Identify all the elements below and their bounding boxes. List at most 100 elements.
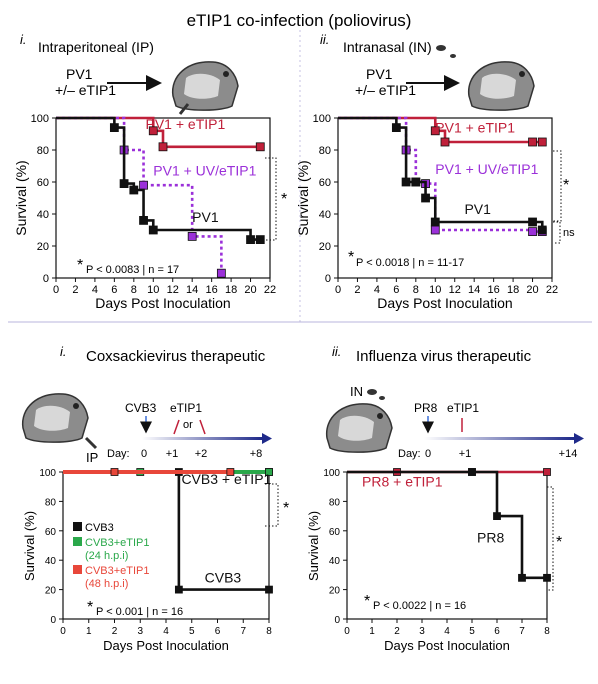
x-tick-label: 20	[244, 284, 256, 296]
x-tick-label: 3	[419, 626, 425, 637]
y-tick-label: 20	[319, 241, 331, 253]
data-point	[440, 137, 450, 147]
x-tick-label: 8	[131, 284, 137, 296]
mouse-icon	[468, 61, 535, 111]
x-tick-label: 0	[53, 284, 59, 296]
legend-swatch	[73, 522, 82, 531]
x-tick-label: 16	[206, 284, 218, 296]
x-tick-label: 7	[240, 626, 246, 637]
day-tick: +8	[250, 448, 263, 460]
series-label: PR8	[477, 530, 504, 546]
y-tick-label: 40	[37, 209, 49, 221]
mouse-icon	[22, 393, 98, 450]
y-tick-label: 100	[313, 113, 331, 125]
significance-star: *	[281, 191, 287, 208]
timeline-arrowhead	[574, 433, 584, 444]
series-label: PV1	[192, 209, 219, 225]
data-point	[543, 573, 551, 582]
y-tick-label: 40	[319, 209, 331, 221]
data-point	[391, 123, 401, 132]
series-label: CVB3 + eTIP1	[181, 471, 271, 487]
stats-text: P < 0.0022 | n = 16	[373, 600, 466, 612]
x-tick-label: 7	[519, 626, 525, 637]
x-tick-label: 8	[266, 626, 272, 637]
series-layer	[338, 116, 547, 237]
x-tick-label: 5	[469, 626, 475, 637]
data-point	[421, 193, 430, 203]
y-axis-label: Survival (%)	[22, 511, 37, 581]
x-tick-label: 14	[186, 284, 198, 296]
significance-star: *	[556, 534, 562, 551]
day-tick: +1	[459, 448, 472, 460]
series-layer	[347, 468, 551, 582]
data-point	[430, 225, 440, 235]
stats-star: *	[77, 257, 83, 274]
series-label: PR8 + eTIP1	[362, 474, 443, 490]
treatment-label: eTIP1	[170, 401, 202, 415]
data-point	[255, 235, 265, 245]
x-tick-label: 18	[507, 284, 519, 296]
data-point	[226, 468, 235, 476]
data-point	[411, 177, 421, 187]
series-label: PV1 + eTIP1	[435, 119, 515, 135]
series-line-pv1-uv-etip1	[56, 116, 223, 274]
panel-p2-header: ii. Intranasal (IN) PV1 +/– eTIP1	[320, 32, 535, 111]
x-tick-label: 2	[394, 626, 400, 637]
x-tick-label: 1	[86, 626, 92, 637]
data-point	[537, 225, 547, 235]
x-tick-label: 6	[215, 626, 221, 637]
x-tick-label: 8	[413, 284, 419, 296]
series-label: PV1 + eTIP1	[145, 116, 225, 132]
x-tick-label: 4	[374, 284, 380, 296]
day-label: Day:	[398, 448, 421, 460]
legend-entry-sub: (24 h.p.i)	[85, 550, 128, 562]
significance-bracket	[553, 150, 562, 222]
x-tick-label: 0	[344, 626, 350, 637]
timeline-bar	[424, 437, 574, 440]
route-label: IP	[86, 450, 98, 465]
data-point	[468, 468, 476, 476]
legend: CVB3 CVB3+eTIP1 (24 h.p.i) CVB3+eTIP1 (4…	[73, 522, 150, 590]
y-tick-label: 80	[329, 497, 341, 508]
treatment-label: eTIP1	[447, 401, 479, 415]
data-point	[174, 585, 183, 594]
day-tick: 0	[141, 448, 147, 460]
series-line-pv1-etip1	[56, 116, 261, 149]
x-tick-label: 4	[444, 626, 450, 637]
virus-label: PR8	[414, 401, 438, 415]
significance-star: *	[563, 177, 569, 194]
x-axis-label: Days Post Inoculation	[95, 295, 230, 311]
arrow-icon	[199, 419, 206, 435]
droplet-icon	[436, 45, 456, 58]
x-axis-label: Days Post Inoculation	[103, 638, 229, 653]
or-label: or	[183, 419, 193, 431]
route-label: Intraperitoneal (IP)	[38, 39, 154, 55]
significance-star: *	[283, 500, 289, 517]
data-point	[187, 231, 197, 241]
data-point	[430, 217, 440, 227]
panel-label: i.	[60, 344, 67, 359]
data-point	[518, 573, 526, 582]
data-point	[265, 585, 273, 594]
stats-text: P < 0.0083 | n = 17	[86, 264, 179, 276]
x-tick-label: 4	[163, 626, 169, 637]
timeline-arrowhead	[262, 433, 272, 444]
data-point	[119, 179, 129, 189]
series-layer	[56, 116, 265, 278]
x-tick-label: 2	[112, 626, 118, 637]
significance-bracket	[265, 157, 277, 241]
data-point	[110, 468, 119, 476]
mouse-icon	[326, 403, 393, 453]
inoculum-line-1: PV1	[66, 66, 93, 82]
legend-entry-sub: (48 h.p.i)	[85, 578, 128, 590]
data-point	[139, 180, 148, 190]
axis-ticks: 0 2 4 6 8 10 12 14 16 18 20 22 0 20 40 60 80 100	[31, 113, 276, 296]
mouse-icon	[172, 61, 239, 115]
data-point	[528, 217, 537, 227]
y-tick-label: 20	[329, 586, 341, 597]
data-point	[537, 137, 547, 147]
y-tick-label: 40	[45, 556, 57, 567]
day-tick: 0	[425, 448, 431, 460]
